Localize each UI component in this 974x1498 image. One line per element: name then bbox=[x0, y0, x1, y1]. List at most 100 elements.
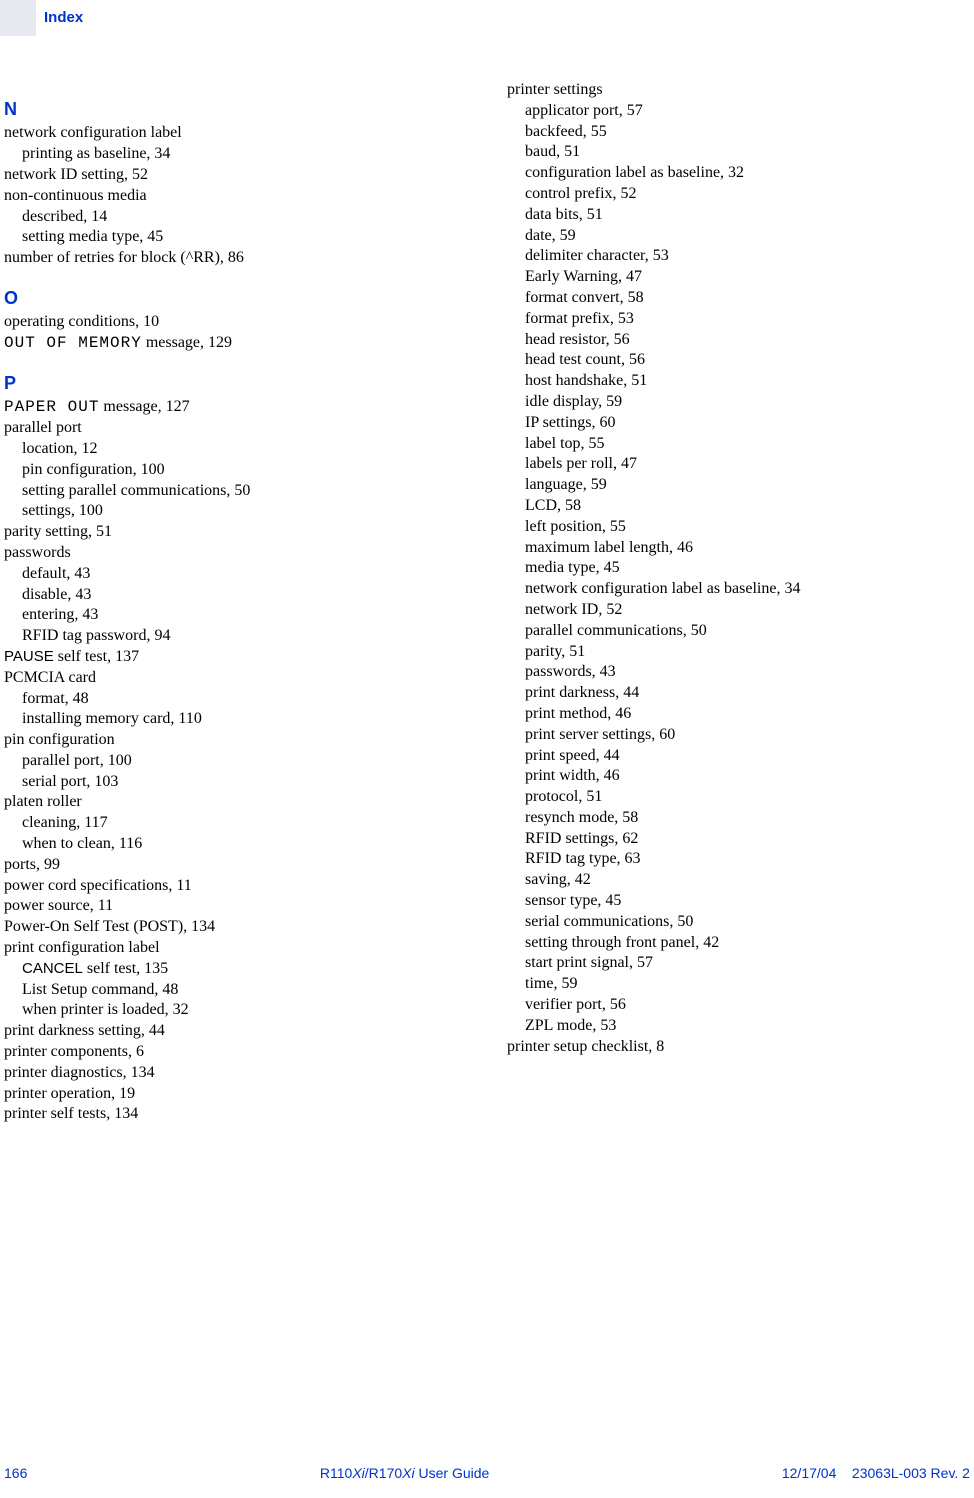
entry-pin-configuration: pin configuration bbox=[4, 730, 467, 751]
footer-center-ital1: Xi bbox=[352, 1465, 364, 1481]
entry-left-position-55: left position, 55 bbox=[507, 517, 970, 538]
entry-default-43: default, 43 bbox=[4, 564, 467, 585]
entry-entering-43: entering, 43 bbox=[4, 605, 467, 626]
entry-paper-out-text: message, 127 bbox=[99, 398, 189, 415]
index-column-left: Nnetwork configuration labelprinting as … bbox=[4, 80, 467, 1125]
entry-rfid-tag-password-94: RFID tag password, 94 bbox=[4, 626, 467, 647]
entry-baud-51: baud, 51 bbox=[507, 142, 970, 163]
entry-ip-settings-60: IP settings, 60 bbox=[507, 413, 970, 434]
footer-center-suffix: User Guide bbox=[415, 1465, 490, 1481]
entry-printing-as-baseline: printing as baseline, 34 bbox=[4, 144, 467, 165]
entry-serial-port-103: serial port, 103 bbox=[4, 772, 467, 793]
entry-network-config-label-baseline-34: network configuration label as baseline,… bbox=[507, 579, 970, 600]
entry-language-59: language, 59 bbox=[507, 475, 970, 496]
entry-printer-components-6: printer components, 6 bbox=[4, 1042, 467, 1063]
entry-pause-self-test-sans: PAUSE bbox=[4, 648, 54, 665]
entry-host-handshake-51: host handshake, 51 bbox=[507, 371, 970, 392]
footer-right: 12/17/04 23063L-003 Rev. 2 bbox=[782, 1464, 970, 1482]
entry-parity-setting-51: parity setting, 51 bbox=[4, 522, 467, 543]
entry-early-warning-47: Early Warning, 47 bbox=[507, 267, 970, 288]
entry-cleaning-117: cleaning, 117 bbox=[4, 813, 467, 834]
footer-date: 12/17/04 bbox=[782, 1465, 837, 1481]
entry-out-of-memory-text: message, 129 bbox=[142, 334, 232, 351]
entry-config-label-baseline-32: configuration label as baseline, 32 bbox=[507, 163, 970, 184]
entry-data-bits-51: data bits, 51 bbox=[507, 205, 970, 226]
entry-print-darkness-44b: print darkness, 44 bbox=[507, 683, 970, 704]
entry-ports-99: ports, 99 bbox=[4, 855, 467, 876]
entry-zpl-mode-53: ZPL mode, 53 bbox=[507, 1016, 970, 1037]
entry-setting-parallel-comm-50: setting parallel communications, 50 bbox=[4, 481, 467, 502]
entry-sensor-type-45: sensor type, 45 bbox=[507, 891, 970, 912]
entry-print-speed-44: print speed, 44 bbox=[507, 746, 970, 767]
entry-printer-operation-19: printer operation, 19 bbox=[4, 1084, 467, 1105]
entry-printer-diagnostics-134: printer diagnostics, 134 bbox=[4, 1063, 467, 1084]
entry-printer-self-tests-134: printer self tests, 134 bbox=[4, 1104, 467, 1125]
entry-setting-media-type-45: setting media type, 45 bbox=[4, 227, 467, 248]
entry-operating-conditions: operating conditions, 10 bbox=[4, 312, 467, 333]
entry-printer-settings: printer settings bbox=[507, 80, 970, 101]
entry-idle-display-59: idle display, 59 bbox=[507, 392, 970, 413]
entry-platen-roller: platen roller bbox=[4, 792, 467, 813]
entry-print-server-settings-60: print server settings, 60 bbox=[507, 725, 970, 746]
entry-power-source-11: power source, 11 bbox=[4, 896, 467, 917]
entry-pcmcia-card: PCMCIA card bbox=[4, 668, 467, 689]
entry-max-label-length-46: maximum label length, 46 bbox=[507, 538, 970, 559]
entry-delimiter-char-53: delimiter character, 53 bbox=[507, 246, 970, 267]
entry-setting-through-front-panel-42: setting through front panel, 42 bbox=[507, 933, 970, 954]
header-index-label: Index bbox=[44, 8, 83, 28]
entry-print-darkness-44: print darkness setting, 44 bbox=[4, 1021, 467, 1042]
entry-pause-self-test-text: self test, 137 bbox=[54, 648, 139, 665]
entry-control-prefix-52: control prefix, 52 bbox=[507, 184, 970, 205]
entry-network-config-label: network configuration label bbox=[4, 123, 467, 144]
entry-print-width-46: print width, 46 bbox=[507, 766, 970, 787]
entry-label-top-55: label top, 55 bbox=[507, 434, 970, 455]
entry-head-resistor-56: head resistor, 56 bbox=[507, 330, 970, 351]
entry-saving-42: saving, 42 bbox=[507, 870, 970, 891]
entry-non-continuous-media: non-continuous media bbox=[4, 186, 467, 207]
entry-out-of-memory-mono: OUT OF MEMORY bbox=[4, 334, 142, 352]
entry-cancel-self-test-text: self test, 135 bbox=[83, 960, 168, 977]
entry-media-type-45: media type, 45 bbox=[507, 558, 970, 579]
entry-backfeed-55: backfeed, 55 bbox=[507, 122, 970, 143]
entry-verifier-port-56: verifier port, 56 bbox=[507, 995, 970, 1016]
entry-rfid-tag-type-63: RFID tag type, 63 bbox=[507, 849, 970, 870]
footer-center-prefix: R110 bbox=[320, 1465, 352, 1481]
entry-when-to-clean-116: when to clean, 116 bbox=[4, 834, 467, 855]
page-footer: 166 R110Xi/R170Xi User Guide 12/17/04 23… bbox=[4, 1464, 970, 1482]
footer-center-ital2: Xi bbox=[402, 1465, 414, 1481]
entry-pause-self-test: PAUSE self test, 137 bbox=[4, 647, 467, 668]
entry-parallel-comm-50: parallel communications, 50 bbox=[507, 621, 970, 642]
footer-page-number: 166 bbox=[4, 1464, 27, 1482]
section-p-letter: P bbox=[4, 372, 467, 395]
index-content: Nnetwork configuration labelprinting as … bbox=[4, 80, 970, 1125]
entry-time-59: time, 59 bbox=[507, 974, 970, 995]
entry-cancel-self-test: CANCEL self test, 135 bbox=[4, 959, 467, 980]
entry-power-cord-spec-11: power cord specifications, 11 bbox=[4, 876, 467, 897]
entry-when-printer-loaded-32: when printer is loaded, 32 bbox=[4, 1000, 467, 1021]
entry-number-retries: number of retries for block (^RR), 86 bbox=[4, 248, 467, 269]
entry-parallel-port-100: parallel port, 100 bbox=[4, 751, 467, 772]
entry-applicator-port-57: applicator port, 57 bbox=[507, 101, 970, 122]
footer-center: R110Xi/R170Xi User Guide bbox=[320, 1464, 489, 1482]
header-accent-box bbox=[0, 0, 36, 36]
section-n-letter: N bbox=[4, 98, 467, 121]
entry-parity-51: parity, 51 bbox=[507, 642, 970, 663]
entry-labels-per-roll-47: labels per roll, 47 bbox=[507, 454, 970, 475]
entry-network-id-52: network ID, 52 bbox=[507, 600, 970, 621]
entry-paper-out-mono: PAPER OUT bbox=[4, 398, 99, 416]
entry-post-134: Power-On Self Test (POST), 134 bbox=[4, 917, 467, 938]
entry-serial-comm-50: serial communications, 50 bbox=[507, 912, 970, 933]
entry-passwords-43: passwords, 43 bbox=[507, 662, 970, 683]
section-o-letter: O bbox=[4, 287, 467, 310]
entry-date-59: date, 59 bbox=[507, 226, 970, 247]
entry-settings-100: settings, 100 bbox=[4, 501, 467, 522]
entry-out-of-memory: OUT OF MEMORY message, 129 bbox=[4, 333, 467, 354]
footer-rev: 23063L-003 Rev. 2 bbox=[852, 1465, 970, 1481]
index-column-right: printer settingsapplicator port, 57backf… bbox=[507, 80, 970, 1125]
entry-format-prefix-53: format prefix, 53 bbox=[507, 309, 970, 330]
entry-format-convert-58: format convert, 58 bbox=[507, 288, 970, 309]
entry-lcd-58: LCD, 58 bbox=[507, 496, 970, 517]
entry-print-method-46: print method, 46 bbox=[507, 704, 970, 725]
entry-location-12: location, 12 bbox=[4, 439, 467, 460]
entry-head-test-count-56: head test count, 56 bbox=[507, 350, 970, 371]
